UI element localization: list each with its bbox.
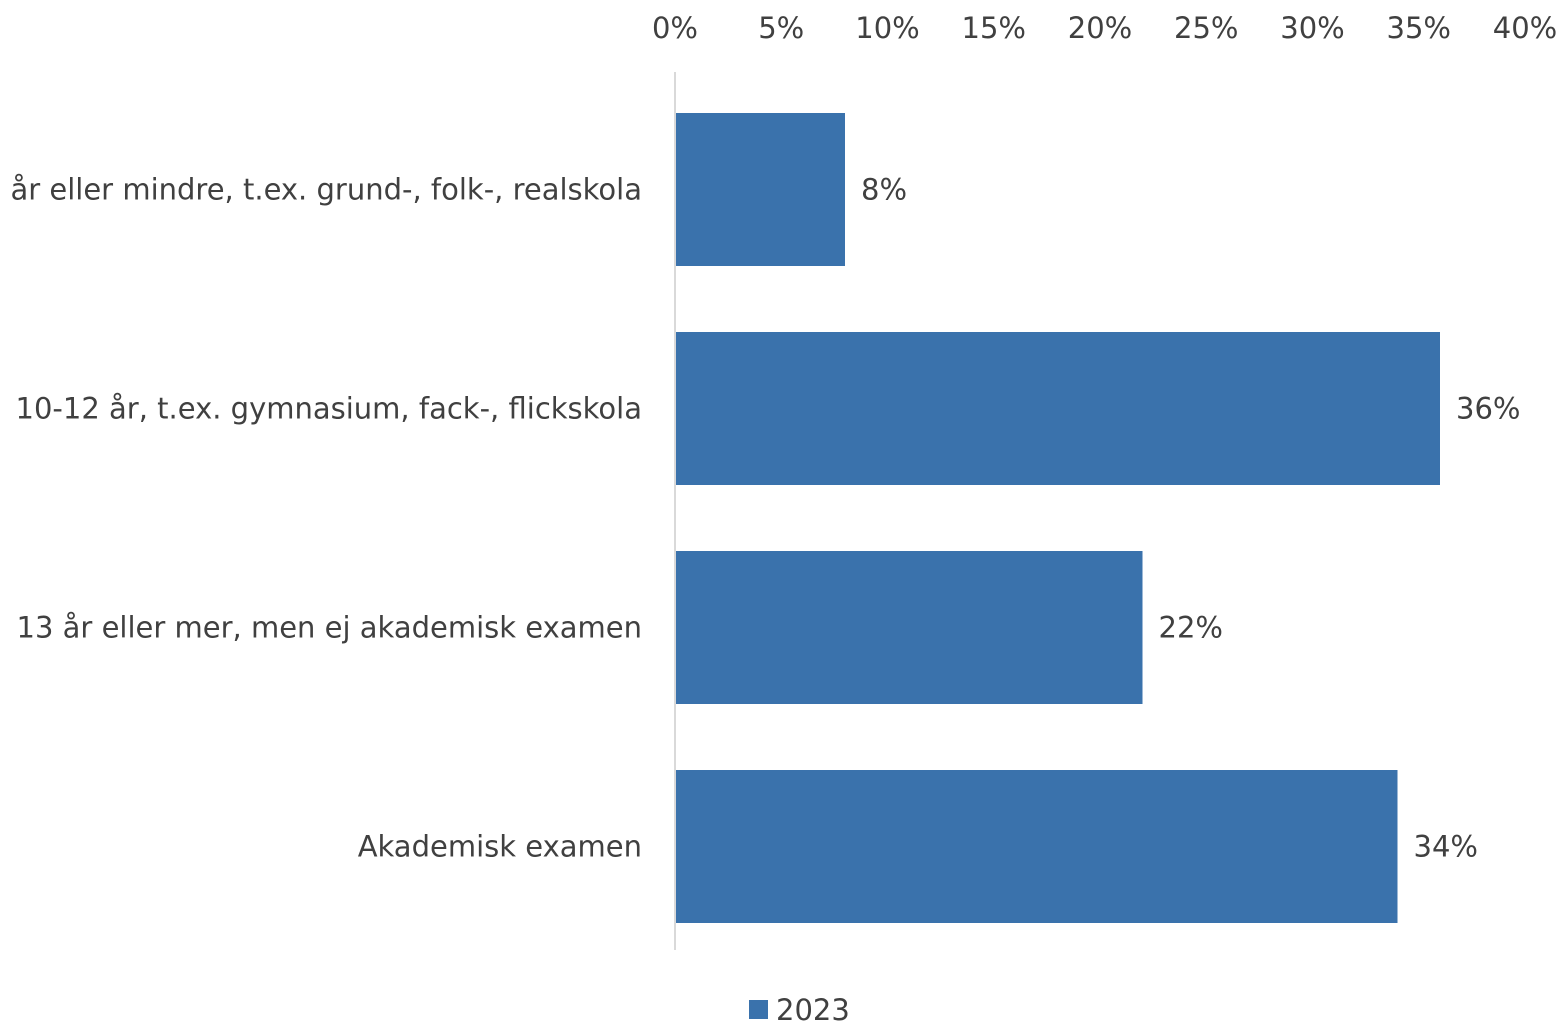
x-tick-label: 5%: [758, 11, 804, 45]
bar: [676, 332, 1440, 485]
legend-swatch: [749, 1000, 768, 1019]
category-label: 10-12 år, t.ex. gymnasium, fack-, flicks…: [16, 392, 642, 426]
category-labels: 9 år eller mindre, t.ex. grund-, folk-, …: [0, 173, 642, 864]
x-tick-label: 40%: [1493, 11, 1557, 45]
bar: [676, 770, 1398, 923]
x-tick-label: 0%: [652, 11, 698, 45]
x-tick-label: 30%: [1280, 11, 1344, 45]
data-label: 36%: [1456, 392, 1520, 426]
legend-label: 2023: [776, 993, 850, 1023]
x-tick-label: 10%: [855, 11, 919, 45]
x-tick-label: 25%: [1174, 11, 1238, 45]
bar: [676, 551, 1143, 704]
data-label: 22%: [1159, 611, 1223, 645]
x-tick-label: 20%: [1068, 11, 1132, 45]
legend: 2023: [749, 993, 850, 1023]
data-labels: 8% 36% 22% 34%: [861, 173, 1520, 864]
category-label: 9 år eller mindre, t.ex. grund-, folk-, …: [0, 173, 642, 207]
data-label: 34%: [1414, 830, 1478, 864]
category-label: 13 år eller mer, men ej akademisk examen: [17, 611, 642, 645]
bar: [676, 113, 845, 266]
x-axis-ticks: 0% 5% 10% 15% 20% 25% 30% 35% 40%: [652, 11, 1557, 45]
bars: [676, 113, 1440, 923]
category-label: Akademisk examen: [358, 830, 642, 864]
x-tick-label: 35%: [1387, 11, 1451, 45]
data-label: 8%: [861, 173, 907, 207]
x-tick-label: 15%: [962, 11, 1026, 45]
